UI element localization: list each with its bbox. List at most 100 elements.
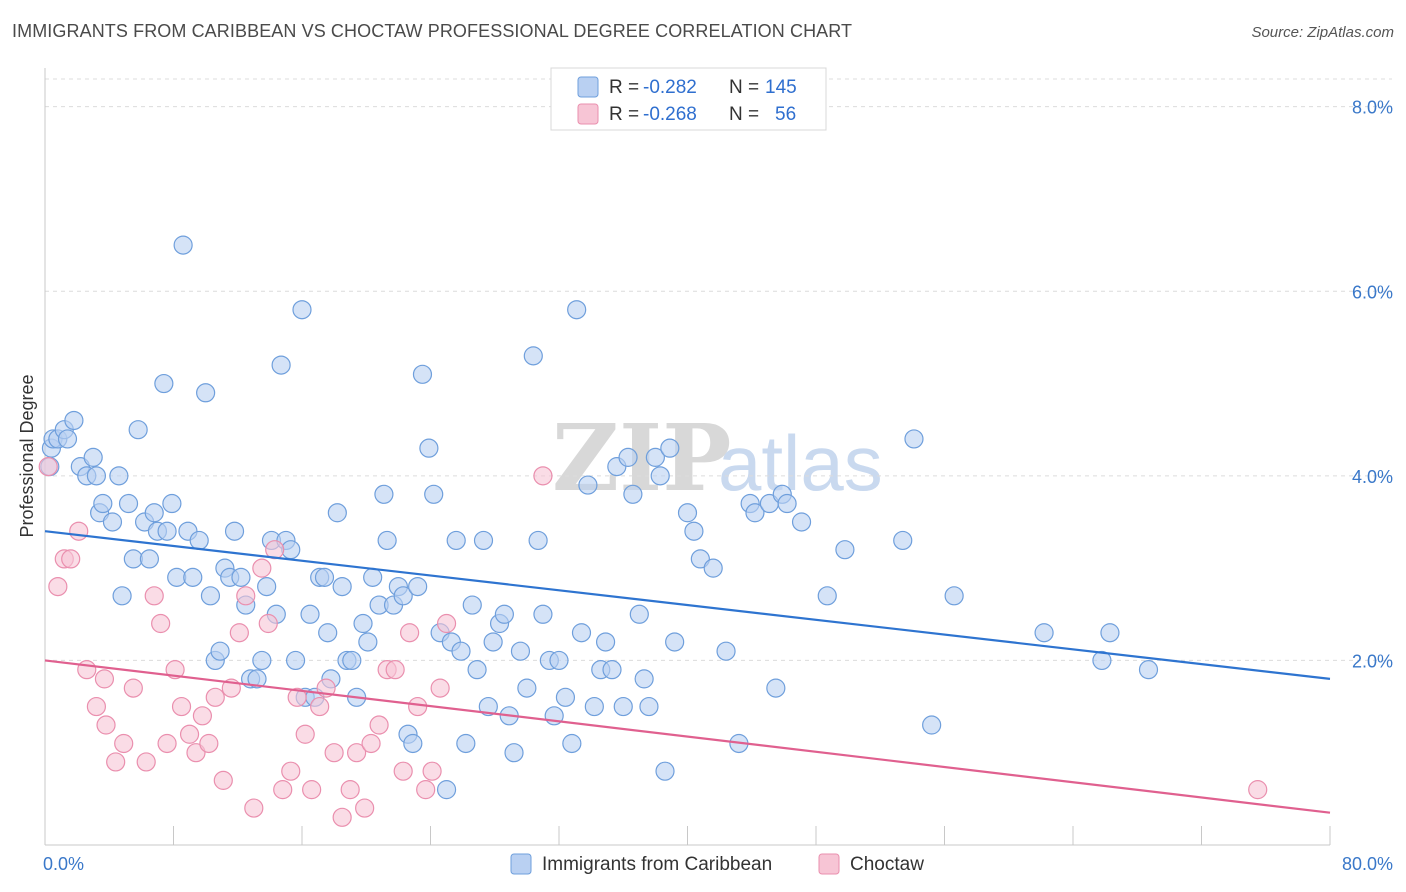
- point-caribbean: [196, 383, 216, 403]
- point-caribbean: [327, 503, 347, 523]
- stats-legend-n-value-1: 145: [765, 77, 797, 98]
- point-caribbean: [436, 780, 457, 800]
- point-caribbean: [451, 641, 471, 661]
- point-caribbean: [353, 613, 373, 634]
- point-caribbean: [639, 696, 659, 717]
- point-caribbean: [645, 447, 665, 467]
- point-caribbean: [408, 576, 428, 597]
- point-caribbean: [1034, 623, 1054, 643]
- point-caribbean: [835, 540, 855, 560]
- point-caribbean: [342, 650, 362, 671]
- point-caribbean: [154, 373, 174, 394]
- point-caribbean: [655, 761, 675, 781]
- stats-legend-n-value-2: 56: [775, 104, 796, 125]
- stats-legend-swatch-pink: [577, 103, 599, 125]
- point-choctaw: [69, 521, 89, 541]
- point-choctaw: [192, 706, 213, 726]
- point-caribbean: [602, 660, 622, 680]
- point-caribbean: [64, 410, 84, 431]
- point-caribbean: [533, 604, 553, 624]
- point-caribbean: [252, 650, 272, 671]
- point-caribbean: [446, 530, 466, 551]
- point-caribbean: [1092, 650, 1112, 671]
- point-caribbean: [629, 604, 649, 624]
- point-caribbean: [660, 438, 680, 458]
- point-caribbean: [93, 493, 113, 514]
- point-caribbean: [403, 733, 423, 754]
- point-caribbean: [102, 512, 123, 532]
- point-choctaw: [244, 798, 264, 818]
- point-caribbean: [623, 484, 643, 504]
- x-tick-label: 0.0%: [43, 854, 84, 874]
- point-choctaw: [106, 752, 126, 772]
- point-choctaw: [96, 715, 116, 735]
- series-legend: Immigrants from Caribbean Choctaw: [510, 853, 924, 875]
- point-caribbean: [374, 484, 394, 504]
- point-choctaw: [171, 696, 192, 717]
- point-caribbean: [595, 632, 616, 652]
- stats-legend-r-label-1: R =: [609, 77, 639, 98]
- point-choctaw: [157, 733, 177, 754]
- point-choctaw: [205, 687, 225, 707]
- point-caribbean: [285, 650, 306, 671]
- point-caribbean: [571, 623, 592, 643]
- point-choctaw: [86, 696, 107, 717]
- point-caribbean: [162, 493, 182, 514]
- point-caribbean: [549, 650, 569, 671]
- point-choctaw: [408, 696, 428, 717]
- legend-label-caribbean: Immigrants from Caribbean: [542, 854, 772, 875]
- point-caribbean: [167, 567, 187, 587]
- point-caribbean: [271, 355, 291, 375]
- point-caribbean: [578, 475, 598, 495]
- point-choctaw: [340, 780, 360, 800]
- point-caribbean: [123, 549, 143, 569]
- point-caribbean: [893, 530, 913, 551]
- point-choctaw: [324, 743, 344, 763]
- point-caribbean: [528, 530, 548, 551]
- point-caribbean: [173, 235, 193, 255]
- point-caribbean: [817, 586, 837, 606]
- trend-line-pink: [44, 659, 1331, 814]
- point-choctaw: [385, 660, 405, 680]
- point-choctaw: [436, 613, 457, 634]
- point-choctaw: [310, 696, 330, 717]
- point-caribbean: [1100, 623, 1120, 643]
- point-caribbean: [618, 447, 638, 467]
- stats-legend-swatch-blue: [577, 76, 599, 98]
- point-choctaw: [236, 586, 256, 606]
- point-caribbean: [523, 346, 543, 366]
- point-caribbean: [634, 669, 654, 689]
- point-choctaw: [144, 586, 164, 606]
- point-caribbean: [200, 586, 221, 606]
- point-choctaw: [533, 466, 553, 486]
- point-choctaw: [136, 752, 156, 772]
- point-caribbean: [57, 429, 78, 449]
- point-choctaw: [369, 715, 389, 735]
- point-choctaw: [273, 780, 293, 800]
- point-caribbean: [377, 530, 397, 551]
- point-caribbean: [504, 743, 524, 763]
- point-caribbean: [473, 530, 494, 551]
- point-caribbean: [139, 549, 160, 569]
- point-caribbean: [766, 678, 786, 698]
- point-caribbean: [300, 604, 320, 624]
- point-caribbean: [292, 300, 312, 320]
- point-choctaw: [123, 678, 143, 698]
- point-caribbean: [332, 576, 352, 597]
- point-choctaw: [61, 549, 81, 569]
- point-caribbean: [224, 521, 245, 541]
- point-caribbean: [281, 540, 301, 560]
- point-caribbean: [904, 429, 924, 449]
- point-choctaw: [287, 687, 307, 707]
- series-choctaw: [38, 457, 1268, 827]
- point-caribbean: [419, 438, 439, 458]
- point-caribbean: [118, 493, 139, 514]
- point-caribbean: [684, 521, 704, 541]
- point-caribbean: [944, 586, 964, 606]
- point-caribbean: [363, 567, 383, 587]
- point-caribbean: [745, 503, 765, 523]
- point-choctaw: [393, 761, 413, 781]
- point-caribbean: [478, 696, 498, 717]
- point-caribbean: [510, 641, 531, 661]
- point-choctaw: [77, 660, 97, 680]
